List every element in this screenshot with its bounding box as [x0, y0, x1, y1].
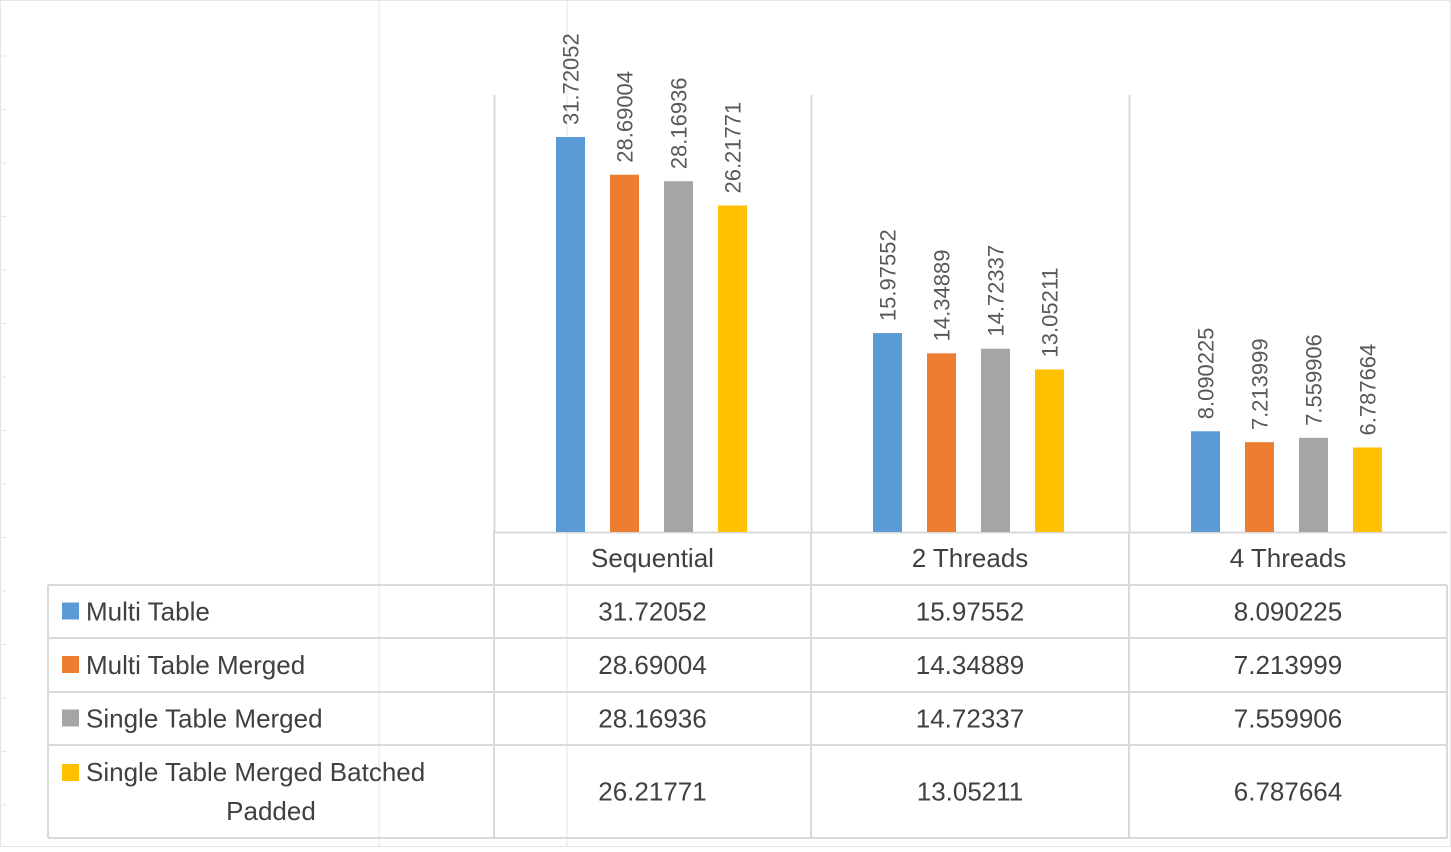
- bar: [664, 181, 693, 533]
- data-label: 7.559906: [1302, 334, 1327, 426]
- legend-key: [62, 602, 79, 620]
- legend-key: [62, 764, 79, 781]
- bar: [718, 205, 747, 532]
- category-label: 2 Threads: [912, 543, 1029, 573]
- table-value: 7.559906: [1234, 704, 1342, 734]
- table-value: 6.787664: [1234, 777, 1342, 807]
- bar: [610, 174, 639, 533]
- table-value: 31.72052: [598, 597, 706, 627]
- table-value: 15.97552: [916, 597, 1024, 627]
- table-value: 28.69004: [598, 650, 706, 680]
- data-label: 7.213999: [1248, 338, 1273, 430]
- bar: [1035, 369, 1064, 532]
- legend-key: [62, 656, 79, 673]
- table-value: 8.090225: [1234, 597, 1342, 627]
- plot-area: 31.72052 28.69004 28.16936 26.21771 15.97552…: [493, 33, 1447, 534]
- category-label: Sequential: [591, 543, 714, 573]
- table-value: 7.213999: [1234, 650, 1342, 680]
- data-label: 8.090225: [1194, 327, 1219, 419]
- table-value: 28.16936: [598, 704, 706, 734]
- data-label: 13.05211: [1038, 267, 1063, 357]
- legend-key: [62, 709, 79, 727]
- data-label: 31.72052: [559, 33, 584, 125]
- bar: [1353, 447, 1382, 532]
- data-label: 28.16936: [667, 77, 692, 169]
- table-value: 13.05211: [917, 777, 1024, 807]
- data-table: Sequential 2 Threads 4 Threads Multi Table 3…: [47, 532, 1448, 839]
- series-name: Single Table Merged: [86, 704, 323, 734]
- bar: [1299, 437, 1328, 532]
- data-label: 6.787664: [1356, 344, 1381, 436]
- series-name-line: Single Table Merged Batched: [86, 757, 425, 787]
- bar: [981, 348, 1010, 532]
- series-name: Multi Table: [86, 597, 210, 627]
- series-name-line: Padded: [226, 796, 316, 826]
- bar: [1245, 442, 1274, 532]
- table-value: 14.34889: [916, 650, 1024, 680]
- table-value: 14.72337: [916, 704, 1024, 734]
- category-label: 4 Threads: [1230, 543, 1347, 573]
- bar: [927, 353, 956, 532]
- data-label: 26.21771: [721, 102, 746, 194]
- data-label: 15.97552: [876, 229, 901, 321]
- bar: [873, 333, 902, 532]
- table-value: 26.21771: [598, 777, 706, 807]
- bar: [1191, 431, 1220, 532]
- data-label: 14.34889: [930, 250, 955, 342]
- data-label: 14.72337: [984, 245, 1009, 337]
- series-name: Multi Table Merged: [86, 650, 305, 680]
- data-label: 28.69004: [613, 71, 638, 163]
- bar: [556, 137, 585, 532]
